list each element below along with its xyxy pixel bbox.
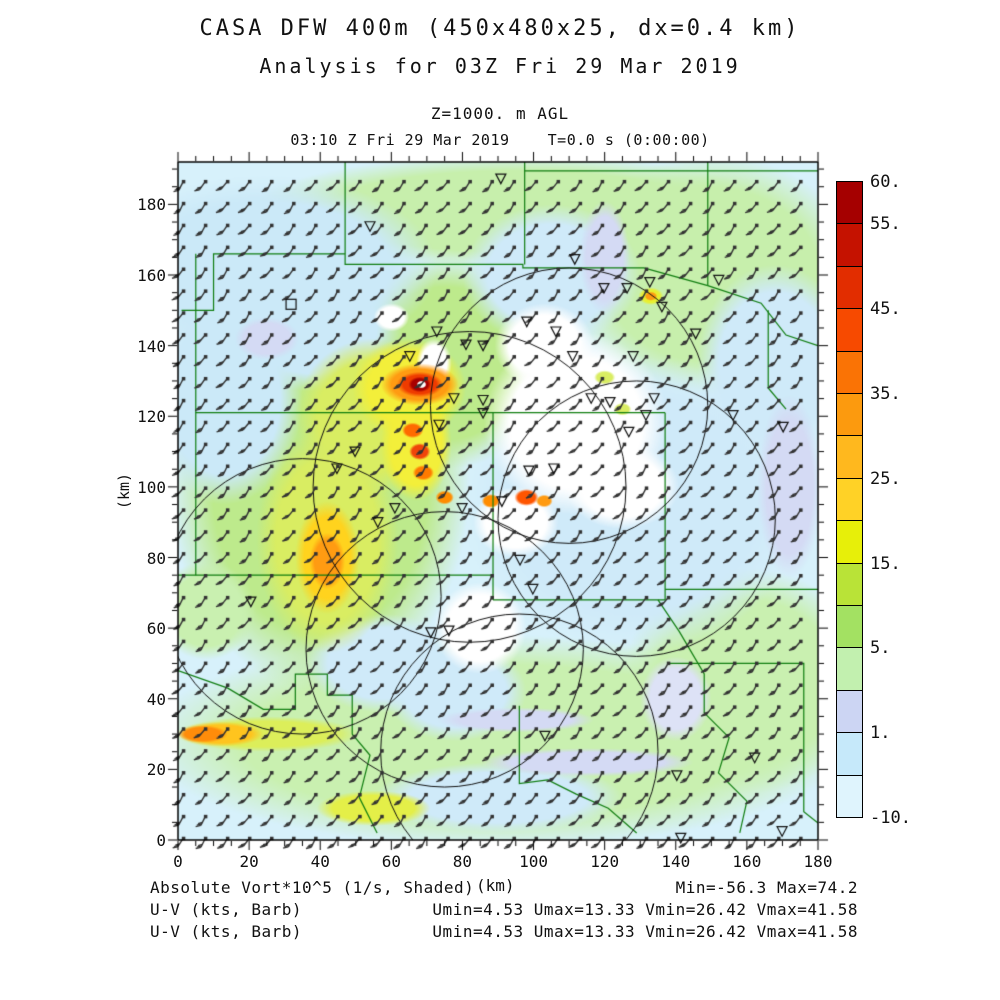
y-tick-180: 180 bbox=[137, 195, 166, 215]
colorbar-cell-11 bbox=[836, 647, 863, 691]
y-tick-80: 80 bbox=[146, 548, 166, 568]
y-tick-60: 60 bbox=[146, 619, 166, 639]
y-tick-0: 0 bbox=[156, 831, 166, 850]
colorbar-label-1: 1. bbox=[870, 723, 891, 744]
colorbar-cell-14 bbox=[836, 775, 863, 818]
colorbar-cell-8 bbox=[836, 520, 863, 564]
colorbar-cell-4 bbox=[836, 351, 863, 394]
y-tick-20: 20 bbox=[146, 760, 166, 780]
colorbar-cell-2 bbox=[836, 266, 863, 309]
footer-barb-label-1: U-V (kts, Barb) bbox=[150, 900, 302, 919]
plot-title: CASA DFW 400m (450x480x25, dx=0.4 km) bbox=[199, 16, 801, 41]
footer-barb-stats-2: Umin=4.53 Umax=13.33 Vmin=26.42 Vmax=41.… bbox=[432, 922, 858, 941]
footer-field-minmax: Min=-56.3 Max=74.2 bbox=[675, 878, 858, 897]
colorbar-cell-1 bbox=[836, 223, 863, 267]
x-tick-160: 160 bbox=[732, 852, 762, 871]
footer-barb-label-2: U-V (kts, Barb) bbox=[150, 922, 302, 941]
y-tick-120: 120 bbox=[137, 407, 166, 427]
colorbar-cell-6 bbox=[836, 435, 863, 479]
colorbar-cell-3 bbox=[836, 308, 863, 352]
colorbar-cell-9 bbox=[836, 563, 863, 606]
colorbar-label-5: 5. bbox=[870, 638, 891, 659]
x-tick-100: 100 bbox=[519, 852, 548, 871]
colorbar-label-45: 45. bbox=[870, 299, 901, 320]
map-canvas bbox=[150, 134, 850, 858]
y-tick-100: 100 bbox=[137, 477, 166, 497]
x-tick-0: 0 bbox=[173, 852, 183, 871]
colorbar-label-35: 35. bbox=[870, 384, 901, 404]
x-tick-20: 20 bbox=[239, 852, 259, 871]
y-tick-40: 40 bbox=[146, 689, 166, 709]
x-tick-180: 180 bbox=[803, 852, 833, 871]
colorbar-label-25: 25. bbox=[870, 468, 901, 489]
x-tick-40: 40 bbox=[310, 852, 330, 871]
colorbar-cell-13 bbox=[836, 732, 863, 776]
x-tick-80: 80 bbox=[452, 852, 473, 871]
colorbar-label-55: 55. bbox=[870, 214, 901, 235]
colorbar-label-10: -10. bbox=[870, 808, 911, 828]
x-tick-60: 60 bbox=[381, 852, 401, 871]
colorbar-label-60: 60. bbox=[870, 172, 901, 192]
x-axis-label: (km) bbox=[476, 876, 515, 895]
colorbar-label-15: 15. bbox=[870, 553, 901, 574]
footer-barb-stats-1: Umin=4.53 Umax=13.33 Vmin=26.42 Vmax=41.… bbox=[432, 900, 858, 919]
x-tick-120: 120 bbox=[590, 852, 620, 871]
colorbar-cell-10 bbox=[836, 605, 863, 648]
footer-field-label: Absolute Vort*10^5 (1/s, Shaded) bbox=[150, 878, 475, 897]
level-label: Z=1000. m AGL bbox=[430, 104, 570, 123]
y-tick-160: 160 bbox=[137, 266, 166, 285]
colorbar-cell-5 bbox=[836, 393, 863, 436]
y-tick-140: 140 bbox=[137, 336, 166, 356]
colorbar-cell-0 bbox=[836, 181, 863, 224]
plot-subtitle: Analysis for 03Z Fri 29 Mar 2019 bbox=[259, 54, 741, 78]
colorbar bbox=[836, 181, 863, 818]
colorbar-cell-12 bbox=[836, 690, 863, 733]
x-tick-140: 140 bbox=[661, 852, 691, 871]
colorbar-cell-7 bbox=[836, 478, 863, 521]
